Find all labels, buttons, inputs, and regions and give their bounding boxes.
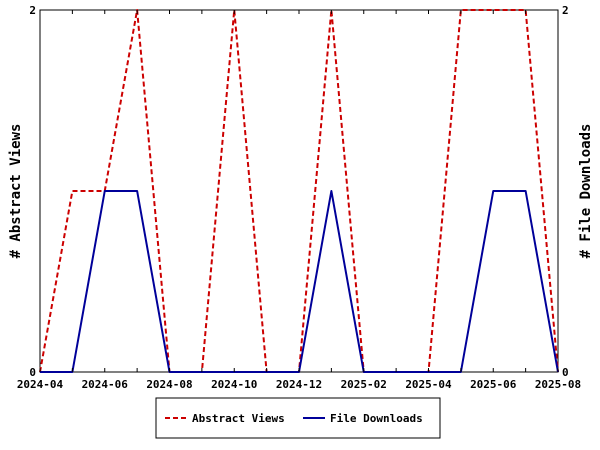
- x-tick-label-2025-08: 2025-08: [535, 378, 581, 391]
- legend-box: [155, 397, 441, 439]
- x-tick-label-2025-02: 2025-02: [341, 378, 387, 391]
- y-axis-left-title: # Abstract Views: [8, 124, 24, 259]
- legend-label-file-downloads: File Downloads: [330, 412, 423, 425]
- legend-label-abstract-views: Abstract Views: [192, 412, 285, 425]
- y-axis-right-title: # File Downloads: [578, 124, 594, 259]
- x-tick-label-2024-04: 2024-04: [17, 378, 64, 391]
- x-tick-label-2025-04: 2025-04: [405, 378, 452, 391]
- y-left-tick-label-2: 2: [29, 4, 36, 17]
- x-tick-label-2024-08: 2024-08: [146, 378, 192, 391]
- x-tick-label-2024-06: 2024-06: [82, 378, 129, 391]
- x-axis-ticks: 2024-04 2024-06 2024-08 2024-10 2024-12 2025-…: [17, 10, 581, 391]
- x-tick-label-2024-12: 2024-12: [276, 378, 322, 391]
- y-axis-ticks: 0 2 0 2: [29, 4, 568, 379]
- x-tick-label-2025-06: 2025-06: [470, 378, 517, 391]
- y-left-tick-label-0: 0: [29, 366, 36, 379]
- y-right-tick-label-2: 2: [562, 4, 569, 17]
- legend: Abstract Views File Downloads: [155, 397, 441, 439]
- x-tick-label-2024-10: 2024-10: [211, 378, 257, 391]
- y-right-tick-label-0: 0: [562, 366, 569, 379]
